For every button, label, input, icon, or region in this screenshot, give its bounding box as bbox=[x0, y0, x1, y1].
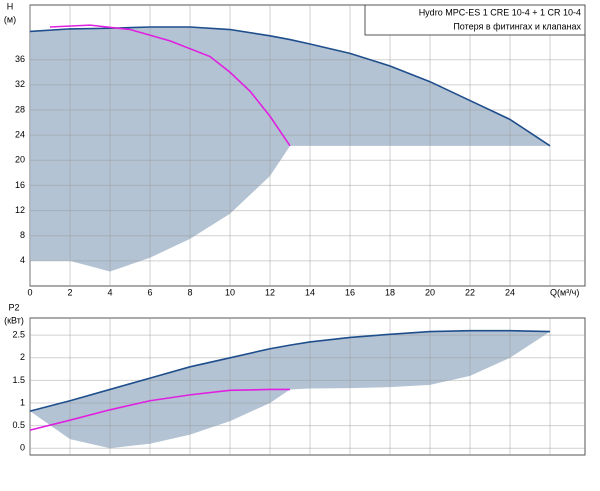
y-tick-label: 4 bbox=[20, 255, 25, 265]
x-tick-label: 20 bbox=[425, 287, 435, 297]
series-line bbox=[49, 24, 291, 147]
y-tick-label: 8 bbox=[20, 230, 25, 240]
operating-area bbox=[30, 330, 550, 449]
y-tick-label: 12 bbox=[15, 205, 25, 215]
max-curve bbox=[29, 329, 551, 412]
x-tick-label: 18 bbox=[385, 287, 395, 297]
x-tick-label: 12 bbox=[265, 287, 275, 297]
y-tick-label: 36 bbox=[15, 54, 25, 64]
y-axis-title: P2 bbox=[8, 302, 19, 312]
legend-text: Hydro MPC-ES 1 CRE 10-4 + 1 CR 10-4 bbox=[419, 7, 581, 17]
y-tick-label: 2.5 bbox=[12, 330, 25, 340]
y-axis-title: H bbox=[7, 1, 14, 11]
y-tick-label: 20 bbox=[15, 155, 25, 165]
y-tick-label: 1 bbox=[20, 397, 25, 407]
y-tick-label: 24 bbox=[15, 130, 25, 140]
y-tick-label: 0.5 bbox=[12, 420, 25, 430]
x-tick-label: 4 bbox=[107, 287, 112, 297]
y-tick-label: 16 bbox=[15, 180, 25, 190]
max-curve bbox=[29, 26, 551, 147]
legend-box bbox=[364, 4, 586, 36]
series-line bbox=[29, 388, 290, 431]
x-tick-label: 10 bbox=[225, 287, 235, 297]
legend-text: Потеря в фитингах и клапанах bbox=[453, 21, 581, 31]
y-axis-title: (м) bbox=[4, 14, 16, 24]
x-tick-label: 2 bbox=[67, 287, 72, 297]
y-tick-label: 32 bbox=[15, 79, 25, 89]
x-tick-label: 6 bbox=[147, 287, 152, 297]
x-tick-label: 0 bbox=[27, 287, 32, 297]
x-tick-label: 24 bbox=[505, 287, 515, 297]
x-tick-label: 8 bbox=[187, 287, 192, 297]
x-tick-label: 22 bbox=[465, 287, 475, 297]
y-axis-title: (кВт) bbox=[4, 315, 24, 325]
y-tick-label: 2 bbox=[20, 352, 25, 362]
operating-area bbox=[30, 27, 550, 272]
x-tick-label: Q(м³/ч) bbox=[550, 287, 579, 297]
x-tick-label: 14 bbox=[305, 287, 315, 297]
x-tick-label: 16 bbox=[345, 287, 355, 297]
y-tick-label: 28 bbox=[15, 104, 25, 114]
y-tick-label: 1.5 bbox=[12, 375, 25, 385]
y-tick-label: 0 bbox=[20, 443, 25, 453]
